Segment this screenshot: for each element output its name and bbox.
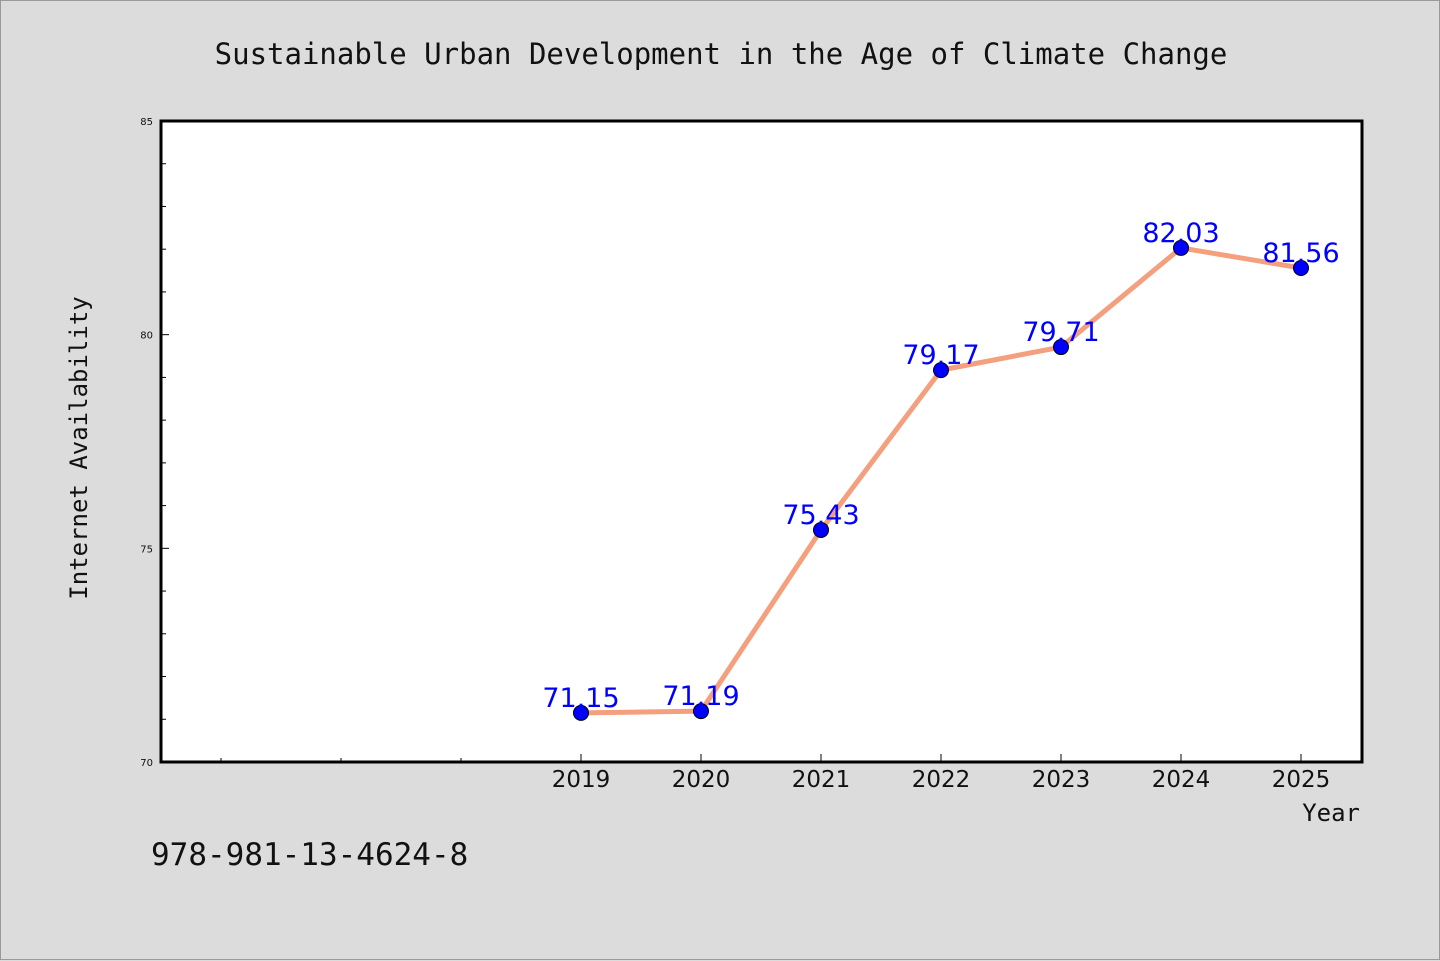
data-label: 79.71 <box>1022 317 1099 348</box>
x-axis: 2019 2020 2021 2022 2023 2024 2025 <box>220 754 1331 793</box>
data-labels: 71.15 71.19 75.43 79.17 79.71 82.03 81.56 <box>542 218 1339 714</box>
y-tick-label: 80 <box>140 331 153 342</box>
plot-frame <box>159 119 1364 764</box>
data-label: 71.15 <box>542 683 619 714</box>
data-point <box>1293 260 1309 277</box>
y-tick-label: 70 <box>140 758 153 769</box>
x-tick-label: 2023 <box>1032 767 1091 793</box>
x-tick-label: 2024 <box>1152 767 1211 793</box>
data-label: 81.56 <box>1262 238 1339 269</box>
y-tick-label: 85 <box>140 117 153 128</box>
data-point <box>573 704 589 721</box>
data-point <box>1173 239 1189 256</box>
x-tick-label: 2020 <box>672 767 731 793</box>
x-axis-label: Year <box>1302 799 1360 827</box>
x-tick-label: 2022 <box>912 767 971 793</box>
y-tick-label: 75 <box>140 544 153 555</box>
data-label: 82.03 <box>1142 218 1219 249</box>
y-axis-label: Internet Availability <box>65 296 93 599</box>
data-label: 79.17 <box>902 340 979 371</box>
data-point <box>693 703 709 720</box>
plot-area <box>161 121 1362 762</box>
chart-title: Sustainable Urban Development in the Age… <box>215 37 1228 71</box>
x-tick-label: 2019 <box>552 767 611 793</box>
series-group <box>573 239 1309 721</box>
data-label: 71.19 <box>662 681 739 712</box>
data-label: 75.43 <box>782 500 859 531</box>
data-point <box>1053 339 1069 356</box>
data-point <box>813 521 829 538</box>
data-point <box>933 362 949 379</box>
x-tick-label: 2021 <box>792 767 851 793</box>
x-tick-label: 2025 <box>1272 767 1331 793</box>
footer-text: 978-981-13-4624-8 <box>151 837 468 873</box>
